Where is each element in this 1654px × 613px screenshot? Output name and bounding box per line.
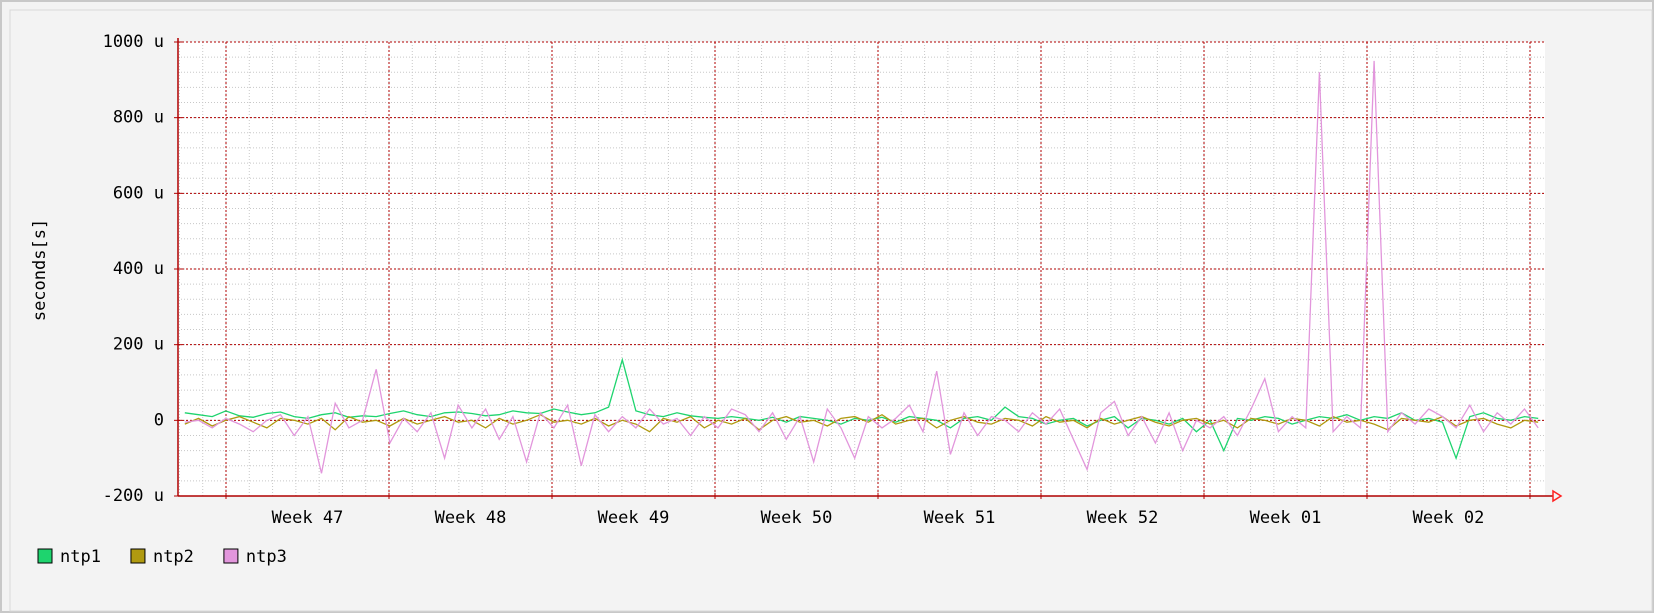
axis-arrow xyxy=(1552,489,1563,503)
y-tick-label: 600 u xyxy=(113,183,164,203)
legend-label: ntp2 xyxy=(153,547,194,567)
x-tick-label: Week 51 xyxy=(924,508,996,528)
x-tick-label: Week 52 xyxy=(1087,508,1159,528)
x-tick-label: Week 47 xyxy=(272,508,344,528)
y-tick-label: -200 u xyxy=(103,486,164,506)
series-line xyxy=(184,60,1539,474)
legend-label: ntp3 xyxy=(246,547,287,567)
x-tick-label: Week 02 xyxy=(1413,508,1485,528)
series-line xyxy=(184,413,1539,433)
y-tick-label: 1000 u xyxy=(103,32,164,52)
y-tick-label: 400 u xyxy=(113,259,164,279)
y-tick-label: 200 u xyxy=(113,335,164,355)
x-tick-label: Week 49 xyxy=(598,508,670,528)
y-tick-label: 800 u xyxy=(113,108,164,128)
x-tick-label: Week 01 xyxy=(1250,508,1322,528)
legend-label: ntp1 xyxy=(60,547,101,567)
x-tick-label: Week 50 xyxy=(761,508,833,528)
y-axis-label: seconds[s] xyxy=(30,219,50,321)
legend-swatch xyxy=(130,548,146,564)
x-tick-label: Week 48 xyxy=(435,508,507,528)
legend-swatch xyxy=(37,548,53,564)
legend-swatch xyxy=(223,548,239,564)
y-tick-label: 0 xyxy=(154,410,164,430)
